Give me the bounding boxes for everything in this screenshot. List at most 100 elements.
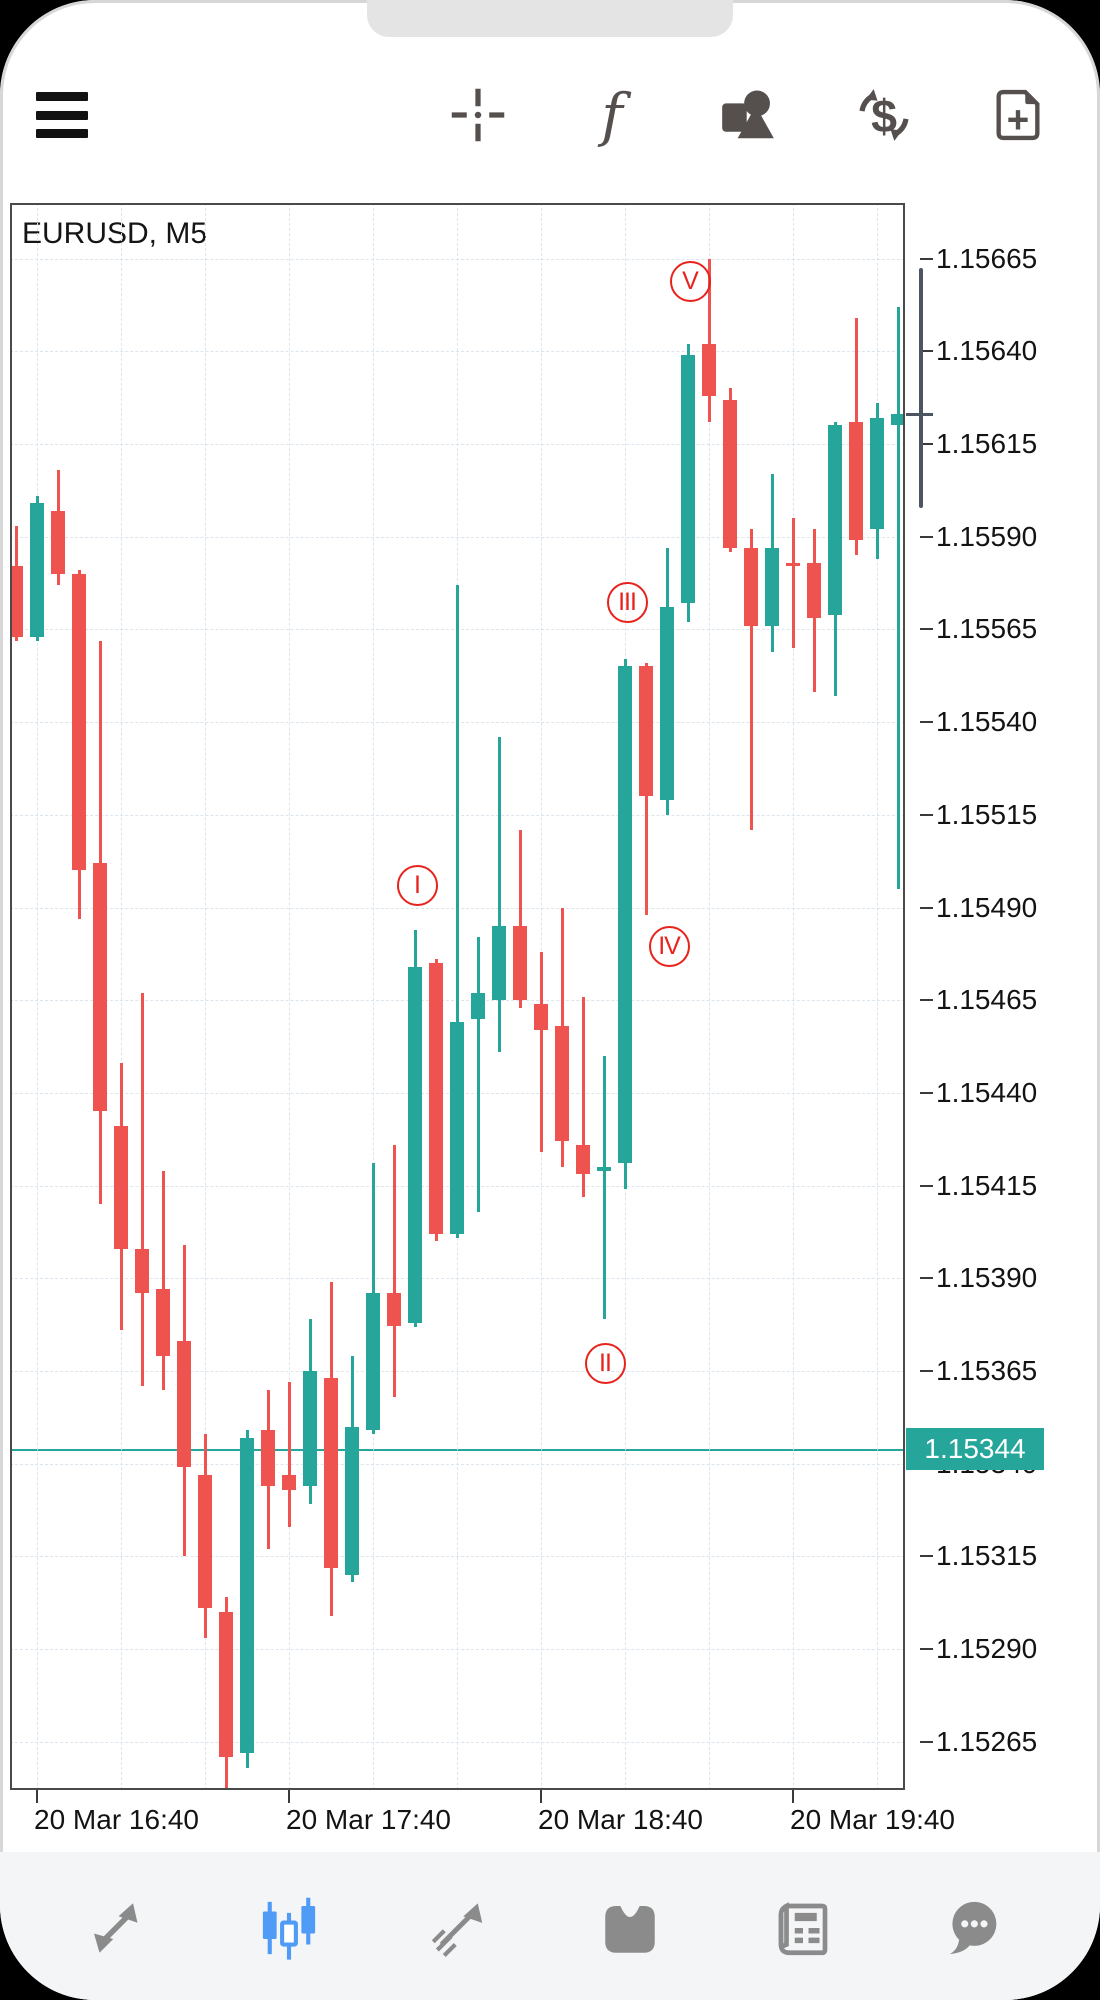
time-gridline — [205, 203, 206, 1790]
candle-body — [828, 425, 842, 615]
time-gridline — [709, 203, 710, 1790]
bottom-nav — [0, 1852, 1100, 2000]
objects-button[interactable] — [712, 79, 784, 151]
price-axis-label: 1.15490 — [936, 891, 1038, 923]
nav-trade-button[interactable] — [410, 1880, 506, 1976]
wave-annotation-III[interactable]: III — [606, 581, 648, 623]
candle-body — [156, 1289, 170, 1357]
price-axis-tick — [920, 721, 933, 724]
time-gridline — [37, 203, 38, 1790]
crosshair-icon — [451, 88, 505, 142]
price-axis-label: 1.15415 — [936, 1169, 1038, 1201]
quotes-arrows-icon — [94, 1903, 138, 1953]
candle-body — [177, 1341, 191, 1468]
crosshair-button[interactable] — [442, 79, 514, 151]
wave-annotation-II[interactable]: II — [584, 1342, 626, 1384]
candle-body — [807, 562, 821, 619]
indicators-button[interactable]: f — [576, 79, 648, 151]
candle-body — [51, 510, 65, 574]
price-axis-tick — [920, 813, 933, 816]
price-axis-tick — [920, 1740, 933, 1743]
currency-trade-button[interactable]: $ — [848, 79, 920, 151]
candle-wick — [392, 1144, 396, 1397]
price-axis-label: 1.15590 — [936, 520, 1038, 552]
price-axis-label: 1.15665 — [936, 242, 1038, 274]
time-axis-label: 20 Mar 18:40 — [538, 1804, 703, 1835]
candle-body — [765, 547, 779, 626]
candle-body — [597, 1167, 611, 1171]
candle-body — [786, 562, 800, 567]
price-axis-tick — [920, 1277, 933, 1280]
top-toolbar: f $ — [0, 60, 1100, 170]
candle-body — [618, 666, 632, 1164]
nav-messages-button[interactable] — [925, 1880, 1021, 1976]
shapes-icon — [722, 90, 774, 139]
price-axis-label: 1.15565 — [936, 613, 1038, 645]
price-axis-label: 1.15365 — [936, 1355, 1038, 1386]
price-axis-tick — [920, 535, 933, 538]
time-axis-label: 20 Mar 16:40 — [34, 1804, 199, 1835]
price-axis-scrollbar[interactable] — [919, 268, 923, 508]
nav-history-button[interactable] — [582, 1880, 678, 1976]
candle-body — [429, 963, 443, 1234]
hamburger-menu-icon — [36, 92, 88, 138]
candlestick-chart-area[interactable]: EURUSD, M5 I II III IV V — [10, 203, 905, 1790]
price-axis-tick — [920, 1555, 933, 1558]
price-axis-label: 1.15465 — [936, 984, 1038, 1016]
price-axis-tick — [920, 906, 933, 909]
candle-body — [261, 1430, 275, 1486]
price-axis-label: 1.15640 — [936, 335, 1038, 367]
candle-body — [198, 1474, 212, 1609]
new-chart-button[interactable] — [982, 79, 1054, 151]
candle-wick — [602, 1055, 606, 1320]
candle-wick — [518, 829, 522, 1008]
price-axis-tick — [920, 628, 933, 631]
candlestick-chart-icon — [262, 1897, 316, 1960]
time-axis-tick — [36, 1790, 38, 1803]
dollar-exchange-icon: $ — [859, 89, 909, 142]
candle-wick — [749, 529, 753, 830]
candle-body — [324, 1378, 338, 1568]
candle-wick — [791, 518, 795, 648]
wave-annotation-IV[interactable]: IV — [648, 925, 690, 967]
candle-body — [135, 1248, 149, 1294]
candle-body — [681, 355, 695, 604]
candle-body — [30, 503, 44, 637]
wave-annotation-I[interactable]: I — [396, 864, 438, 906]
price-axis-tick — [920, 350, 933, 353]
candle-body — [576, 1144, 590, 1175]
symbol-timeframe-label: EURUSD, M5 — [22, 217, 208, 250]
candle-body — [114, 1126, 128, 1249]
time-gridline — [121, 203, 122, 1790]
candle-body — [555, 1026, 569, 1142]
candle-body — [471, 992, 485, 1019]
price-axis-label: 1.15440 — [936, 1076, 1038, 1108]
candle-body — [72, 573, 86, 871]
candle-body — [10, 566, 23, 637]
price-axis-tick — [920, 1370, 933, 1372]
nav-news-button[interactable] — [755, 1880, 851, 1976]
candle-wick — [497, 736, 501, 1053]
menu-button[interactable] — [26, 79, 98, 151]
time-gridline — [793, 203, 794, 1790]
add-document-icon — [996, 89, 1040, 141]
candle-body — [219, 1612, 233, 1757]
nav-quotes-button[interactable] — [68, 1880, 164, 1976]
phone-notch — [367, 0, 733, 37]
price-axis-tick — [920, 443, 933, 446]
price-axis-tick — [920, 257, 933, 260]
candle-wick — [455, 584, 459, 1238]
price-axis-tick — [920, 1091, 933, 1094]
wave-annotation-V[interactable]: V — [669, 260, 711, 302]
candle-body — [639, 666, 653, 797]
candle-body — [366, 1293, 380, 1431]
candle-body — [303, 1371, 317, 1486]
candle-body — [723, 399, 737, 548]
candle-body — [513, 926, 527, 1001]
nav-charts-button[interactable] — [241, 1880, 337, 1976]
candle-body — [891, 414, 905, 426]
price-axis-tick — [920, 1184, 933, 1187]
candle-body — [702, 343, 716, 396]
candle-body — [870, 418, 884, 530]
candle-body — [660, 607, 674, 800]
